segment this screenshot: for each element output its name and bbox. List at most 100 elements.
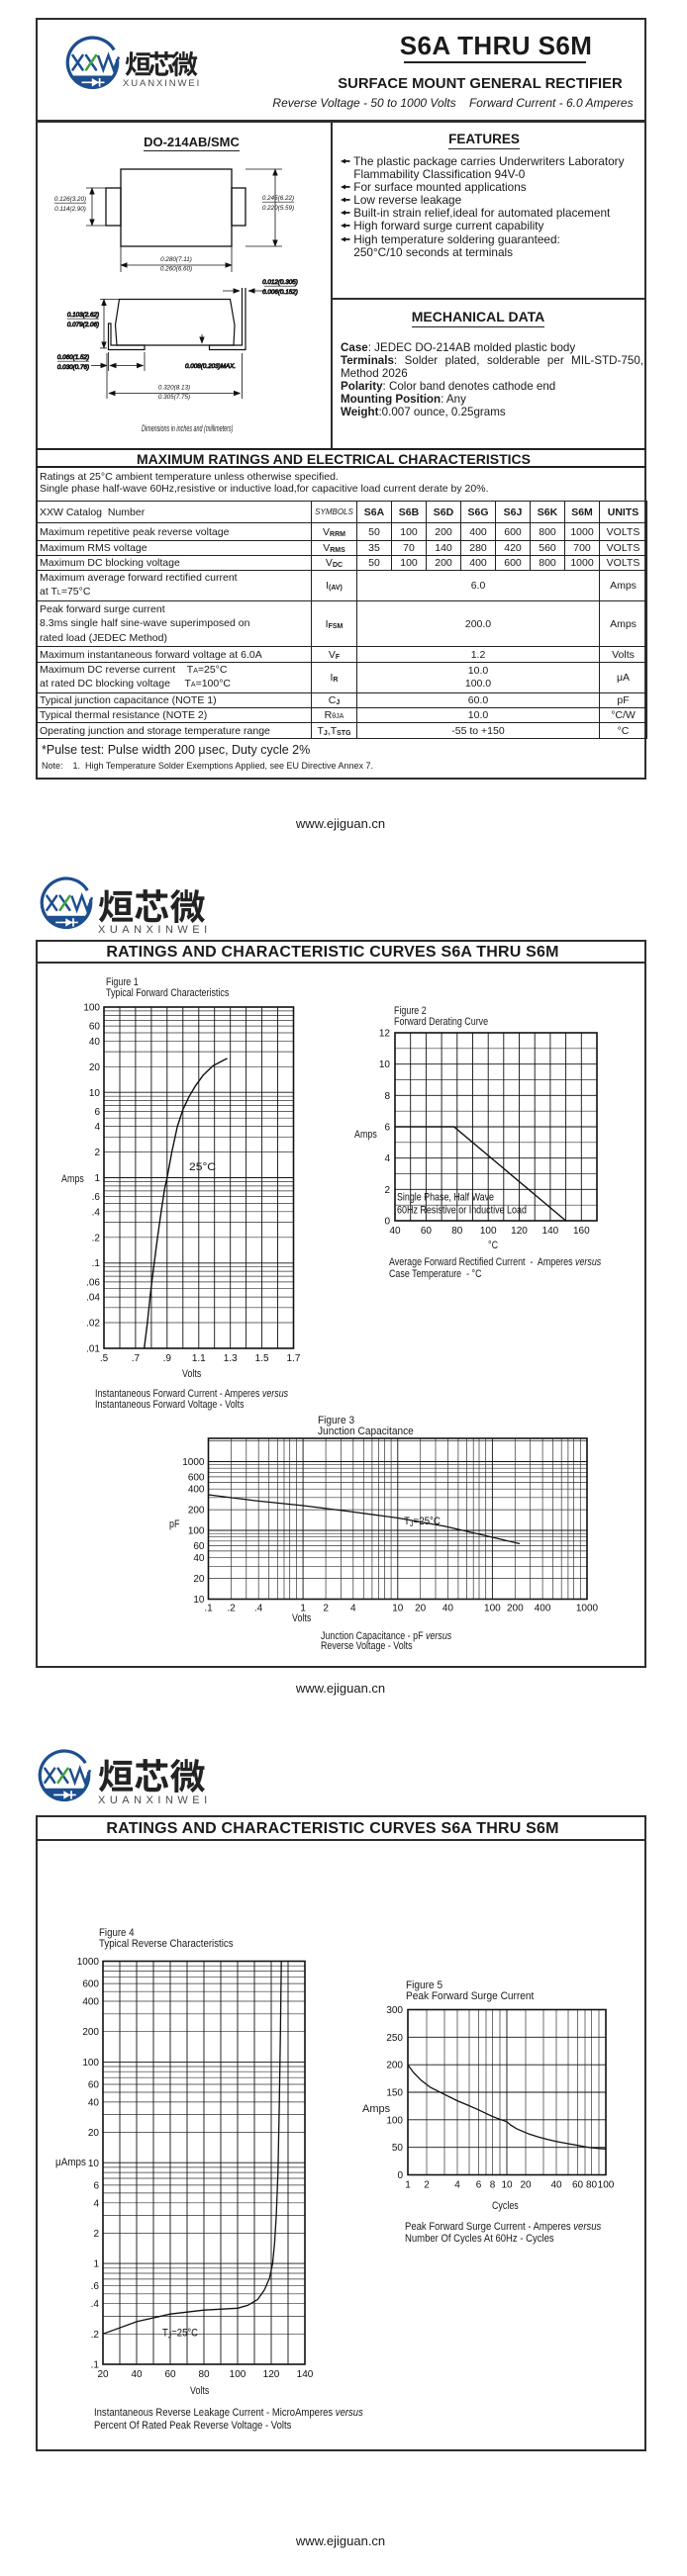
svg-text:40: 40 xyxy=(89,1037,101,1048)
svg-text:.4: .4 xyxy=(92,1207,101,1218)
svg-text:4: 4 xyxy=(93,2198,99,2209)
svg-text:120: 120 xyxy=(263,2369,280,2380)
svg-text:10: 10 xyxy=(88,2159,100,2169)
svg-text:100: 100 xyxy=(386,2115,403,2126)
svg-text:.02: .02 xyxy=(86,1319,100,1330)
svg-text:.2: .2 xyxy=(227,1604,236,1614)
svg-text:0.114(2.90): 0.114(2.90) xyxy=(54,206,86,213)
svg-text:Single Phase, Half Wave: Single Phase, Half Wave xyxy=(397,1192,494,1204)
svg-text:10: 10 xyxy=(193,1595,205,1606)
svg-text:60: 60 xyxy=(421,1226,433,1237)
svg-text:80: 80 xyxy=(198,2369,210,2380)
svg-text:80: 80 xyxy=(586,2180,598,2191)
svg-text:2: 2 xyxy=(384,1185,390,1196)
svg-text:100: 100 xyxy=(188,1526,205,1537)
svg-text:0.103(2.62): 0.103(2.62) xyxy=(67,312,99,319)
svg-text:40: 40 xyxy=(550,2180,562,2191)
svg-text:6: 6 xyxy=(384,1123,390,1134)
svg-text:250: 250 xyxy=(386,2033,403,2044)
svg-text:0.008(0.203)MAX.: 0.008(0.203)MAX. xyxy=(185,363,236,370)
svg-text:40: 40 xyxy=(131,2369,143,2380)
svg-text:100: 100 xyxy=(598,2180,615,2191)
svg-text:40: 40 xyxy=(442,1604,454,1614)
svg-text:TJ=25°C: TJ=25°C xyxy=(162,2328,198,2341)
svg-text:4: 4 xyxy=(384,1153,390,1164)
svg-text:1: 1 xyxy=(300,1604,306,1614)
svg-text:.1: .1 xyxy=(92,1258,101,1269)
svg-text:20: 20 xyxy=(415,1604,427,1614)
svg-text:160: 160 xyxy=(573,1226,590,1237)
svg-text:1.5: 1.5 xyxy=(255,1353,269,1364)
svg-text:1: 1 xyxy=(94,1173,100,1184)
svg-text:.2: .2 xyxy=(92,1233,101,1243)
svg-text:40: 40 xyxy=(389,1226,401,1237)
svg-text:.4: .4 xyxy=(254,1604,263,1614)
svg-text:2: 2 xyxy=(424,2180,430,2191)
svg-text:1.1: 1.1 xyxy=(192,1353,206,1364)
svg-text:120: 120 xyxy=(511,1226,528,1237)
svg-text:10: 10 xyxy=(89,1088,101,1099)
svg-text:20: 20 xyxy=(97,2369,109,2380)
svg-text:0.030(0.76): 0.030(0.76) xyxy=(57,364,89,371)
svg-text:150: 150 xyxy=(386,2088,403,2099)
svg-text:2: 2 xyxy=(93,2229,99,2240)
svg-text:20: 20 xyxy=(520,2180,532,2191)
svg-text:100: 100 xyxy=(82,2058,99,2069)
svg-text:80: 80 xyxy=(451,1226,463,1237)
svg-text:1000: 1000 xyxy=(182,1457,205,1468)
svg-text:0.079(2.06): 0.079(2.06) xyxy=(67,322,99,328)
svg-text:300: 300 xyxy=(386,2005,403,2016)
svg-text:.4: .4 xyxy=(91,2299,100,2310)
svg-text:0.220(5.59): 0.220(5.59) xyxy=(262,205,294,212)
svg-text:0.126(3.20): 0.126(3.20) xyxy=(54,196,86,203)
svg-text:.1: .1 xyxy=(204,1604,213,1614)
svg-text:10: 10 xyxy=(392,1604,404,1614)
svg-text:50: 50 xyxy=(392,2143,404,2154)
svg-text:.5: .5 xyxy=(100,1353,109,1364)
svg-text:.04: .04 xyxy=(86,1293,100,1304)
svg-text:10: 10 xyxy=(379,1059,391,1070)
svg-text:0.012(0.305): 0.012(0.305) xyxy=(262,279,298,286)
svg-text:4: 4 xyxy=(94,1122,100,1133)
svg-text:100: 100 xyxy=(230,2369,246,2380)
svg-text:100: 100 xyxy=(484,1604,501,1614)
svg-text:8: 8 xyxy=(384,1091,390,1102)
svg-text:140: 140 xyxy=(542,1226,559,1237)
svg-text:1000: 1000 xyxy=(576,1604,599,1614)
svg-text:.1: .1 xyxy=(91,2360,100,2371)
svg-text:2: 2 xyxy=(323,1604,329,1614)
svg-text:20: 20 xyxy=(193,1574,205,1585)
svg-text:1.7: 1.7 xyxy=(287,1353,301,1364)
svg-text:0.245(6.22): 0.245(6.22) xyxy=(262,195,294,202)
svg-text:600: 600 xyxy=(82,1979,99,1990)
svg-text:400: 400 xyxy=(82,1997,99,2008)
svg-text:8: 8 xyxy=(490,2180,496,2191)
svg-text:25°C: 25°C xyxy=(189,1161,216,1173)
svg-text:6: 6 xyxy=(476,2180,482,2191)
svg-text:0: 0 xyxy=(384,1217,390,1228)
svg-text:20: 20 xyxy=(89,1062,101,1073)
svg-text:40: 40 xyxy=(88,2097,100,2108)
svg-text:.6: .6 xyxy=(91,2281,100,2292)
svg-text:100: 100 xyxy=(83,1003,100,1014)
svg-text:TJ=25°C: TJ=25°C xyxy=(404,1516,441,1528)
svg-text:0.060(1.52): 0.060(1.52) xyxy=(57,354,89,361)
svg-text:40: 40 xyxy=(193,1553,205,1564)
svg-text:1.3: 1.3 xyxy=(224,1353,238,1364)
svg-text:60: 60 xyxy=(89,1022,101,1033)
svg-text:.01: .01 xyxy=(86,1344,100,1355)
svg-text:200: 200 xyxy=(188,1506,205,1517)
svg-text:1000: 1000 xyxy=(77,1957,100,1968)
svg-text:60Hz Resistive or Inductive Lo: 60Hz Resistive or Inductive Load xyxy=(397,1205,527,1217)
svg-text:600: 600 xyxy=(188,1472,205,1483)
svg-text:.2: .2 xyxy=(91,2330,100,2341)
svg-text:60: 60 xyxy=(193,1541,205,1552)
svg-text:6: 6 xyxy=(93,2180,99,2191)
svg-text:1: 1 xyxy=(93,2259,99,2270)
svg-text:2: 2 xyxy=(94,1148,100,1158)
svg-text:60: 60 xyxy=(164,2369,176,2380)
svg-text:6: 6 xyxy=(94,1107,100,1118)
svg-text:0.320(8.13): 0.320(8.13) xyxy=(158,384,190,391)
svg-text:0.280(7.11): 0.280(7.11) xyxy=(160,256,192,263)
svg-text:60: 60 xyxy=(572,2180,584,2191)
